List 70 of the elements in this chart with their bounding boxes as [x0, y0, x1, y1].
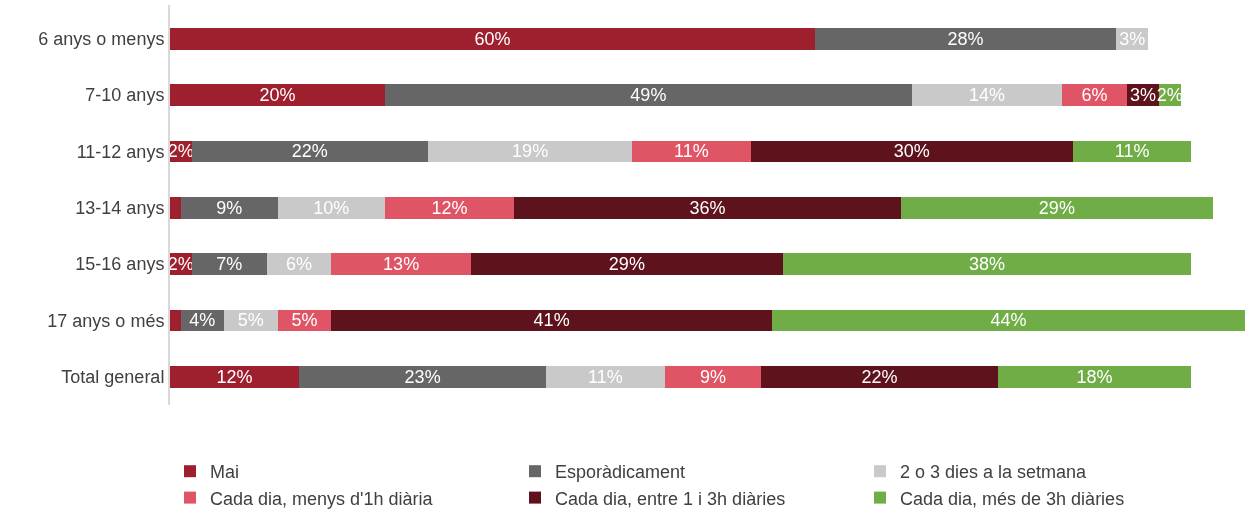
y-tick-label: Total general: [61, 367, 165, 388]
bar: [901, 197, 1213, 219]
bar: [911, 84, 1063, 106]
data-label: 11%: [1114, 141, 1150, 162]
data-label: 23%: [404, 366, 441, 387]
bar: [331, 253, 471, 275]
data-label: 11%: [674, 141, 709, 162]
legend-label: Mai: [210, 462, 240, 483]
data-label: 9%: [216, 197, 243, 218]
bar: [277, 197, 385, 219]
bar: [170, 197, 181, 219]
bar: [815, 28, 1116, 50]
bar: [546, 366, 665, 388]
bar: [385, 84, 912, 106]
legend-label: 2 o 3 dies a la setmana: [900, 462, 1088, 483]
bar: [428, 140, 633, 163]
data-label: 3%: [1129, 85, 1156, 106]
bar: [191, 140, 428, 163]
bar: [782, 253, 1192, 275]
bar: [761, 366, 998, 388]
data-label: 6%: [1081, 85, 1108, 106]
data-label: 9%: [699, 366, 726, 387]
data-label: 30%: [893, 141, 930, 162]
y-tick-label: 6 anys o menys: [38, 29, 165, 50]
bar: [385, 197, 514, 219]
data-label: 12%: [216, 366, 253, 387]
bar: [1073, 140, 1192, 163]
bar: [331, 309, 772, 332]
bar: [471, 253, 783, 275]
data-label: 29%: [1038, 197, 1075, 218]
data-label: 20%: [259, 85, 296, 106]
legend-label: Cada dia, menys d'1h diària: [210, 488, 434, 509]
y-tick-label: 7-10 anys: [85, 85, 165, 106]
data-label: 41%: [533, 310, 570, 331]
bar: [632, 140, 751, 163]
bar: [299, 366, 547, 388]
y-tick-label: 15-16 anys: [75, 254, 165, 275]
legend-label: Cada dia, entre 1 i 3h diàries: [555, 488, 786, 509]
bar: [750, 140, 1073, 163]
data-label: 38%: [968, 254, 1006, 275]
bar: [170, 309, 181, 332]
data-label: 22%: [861, 366, 898, 387]
bar: [997, 366, 1192, 388]
bar: [772, 309, 1245, 332]
data-label: 22%: [291, 141, 328, 162]
bar: [514, 197, 901, 219]
legend-label: Esporàdicament: [555, 462, 686, 483]
data-label: 5%: [291, 310, 318, 331]
data-label: 7%: [216, 254, 243, 275]
bar: [170, 366, 299, 388]
y-tick-label: 13-14 anys: [75, 198, 165, 219]
data-label: 60%: [474, 28, 511, 49]
bar: [664, 366, 762, 388]
bar: [191, 253, 267, 275]
data-label: 29%: [608, 254, 645, 275]
data-label: 18%: [1076, 366, 1113, 387]
data-label: 36%: [689, 197, 726, 218]
data-label: 4%: [189, 310, 216, 331]
data-label: 44%: [990, 310, 1027, 331]
y-tick-label: 11-12 anys: [76, 141, 165, 162]
y-tick-label: 17 anys o més: [47, 310, 165, 331]
bar: [170, 28, 815, 50]
legend-label: Cada dia, més de 3h diàries: [900, 488, 1125, 509]
bar: [1062, 84, 1127, 106]
data-label: 12%: [431, 197, 468, 218]
bar: [180, 197, 278, 219]
bar: [170, 84, 385, 106]
data-label: 49%: [630, 85, 667, 106]
data-label: 13%: [383, 254, 420, 275]
data-label: 28%: [947, 28, 984, 49]
